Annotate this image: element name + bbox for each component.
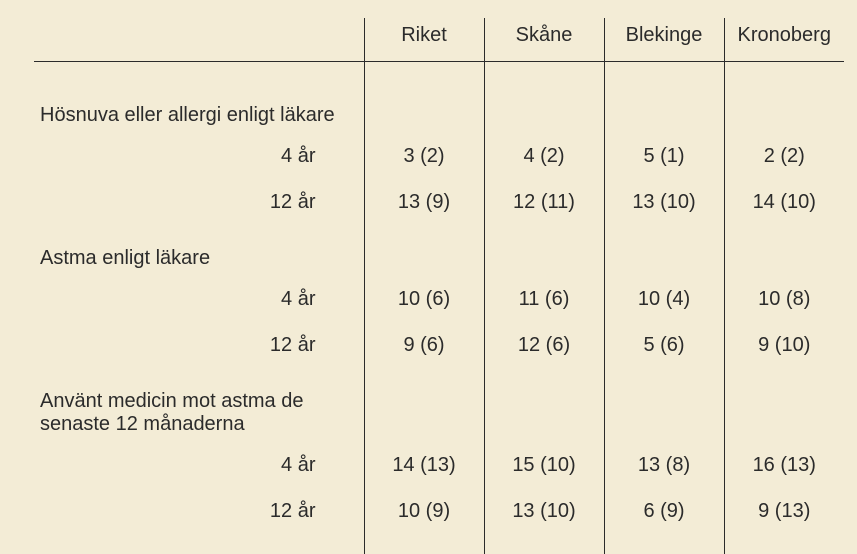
header-row: Riket Skåne Blekinge Kronoberg bbox=[34, 18, 844, 62]
section-title: Hösnuva eller allergi enligt läkare bbox=[34, 82, 364, 133]
data-row: 12 år 13 (9) 12 (11) 13 (10) 14 (10) bbox=[34, 179, 844, 225]
column-header: Blekinge bbox=[604, 18, 724, 62]
cell: 9 (10) bbox=[724, 322, 844, 368]
spacer-row bbox=[34, 534, 844, 554]
row-label: 4 år bbox=[34, 442, 364, 488]
cell: 13 (9) bbox=[364, 179, 484, 225]
cell: 11 (6) bbox=[484, 276, 604, 322]
column-header: Skåne bbox=[484, 18, 604, 62]
row-label: 12 år bbox=[34, 488, 364, 534]
cell: 10 (8) bbox=[724, 276, 844, 322]
spacer-row bbox=[34, 62, 844, 83]
table-container: Riket Skåne Blekinge Kronoberg Hösnuva e… bbox=[0, 0, 857, 537]
data-row: 4 år 3 (2) 4 (2) 5 (1) 2 (2) bbox=[34, 133, 844, 179]
data-row: 4 år 14 (13) 15 (10) 13 (8) 16 (13) bbox=[34, 442, 844, 488]
cell: 13 (8) bbox=[604, 442, 724, 488]
data-table: Riket Skåne Blekinge Kronoberg Hösnuva e… bbox=[34, 18, 844, 554]
section-row: Astma enligt läkare bbox=[34, 225, 844, 276]
cell: 9 (13) bbox=[724, 488, 844, 534]
cell: 2 (2) bbox=[724, 133, 844, 179]
cell: 13 (10) bbox=[484, 488, 604, 534]
cell: 3 (2) bbox=[364, 133, 484, 179]
row-label: 4 år bbox=[34, 133, 364, 179]
cell: 5 (6) bbox=[604, 322, 724, 368]
header-empty bbox=[34, 18, 364, 62]
cell: 6 (9) bbox=[604, 488, 724, 534]
cell: 5 (1) bbox=[604, 133, 724, 179]
data-row: 4 år 10 (6) 11 (6) 10 (4) 10 (8) bbox=[34, 276, 844, 322]
cell: 14 (13) bbox=[364, 442, 484, 488]
row-label: 4 år bbox=[34, 276, 364, 322]
column-header: Kronoberg bbox=[724, 18, 844, 62]
cell: 13 (10) bbox=[604, 179, 724, 225]
section-row: Använt medicin mot astma de senaste 12 m… bbox=[34, 368, 844, 442]
section-row: Hösnuva eller allergi enligt läkare bbox=[34, 82, 844, 133]
cell: 10 (4) bbox=[604, 276, 724, 322]
cell: 10 (9) bbox=[364, 488, 484, 534]
section-title: Astma enligt läkare bbox=[34, 225, 364, 276]
cell: 12 (6) bbox=[484, 322, 604, 368]
data-row: 12 år 9 (6) 12 (6) 5 (6) 9 (10) bbox=[34, 322, 844, 368]
row-label: 12 år bbox=[34, 179, 364, 225]
cell: 4 (2) bbox=[484, 133, 604, 179]
data-row: 12 år 10 (9) 13 (10) 6 (9) 9 (13) bbox=[34, 488, 844, 534]
column-header: Riket bbox=[364, 18, 484, 62]
cell: 14 (10) bbox=[724, 179, 844, 225]
cell: 10 (6) bbox=[364, 276, 484, 322]
cell: 15 (10) bbox=[484, 442, 604, 488]
section-title: Använt medicin mot astma de senaste 12 m… bbox=[34, 368, 364, 442]
row-label: 12 år bbox=[34, 322, 364, 368]
cell: 16 (13) bbox=[724, 442, 844, 488]
cell: 12 (11) bbox=[484, 179, 604, 225]
cell: 9 (6) bbox=[364, 322, 484, 368]
